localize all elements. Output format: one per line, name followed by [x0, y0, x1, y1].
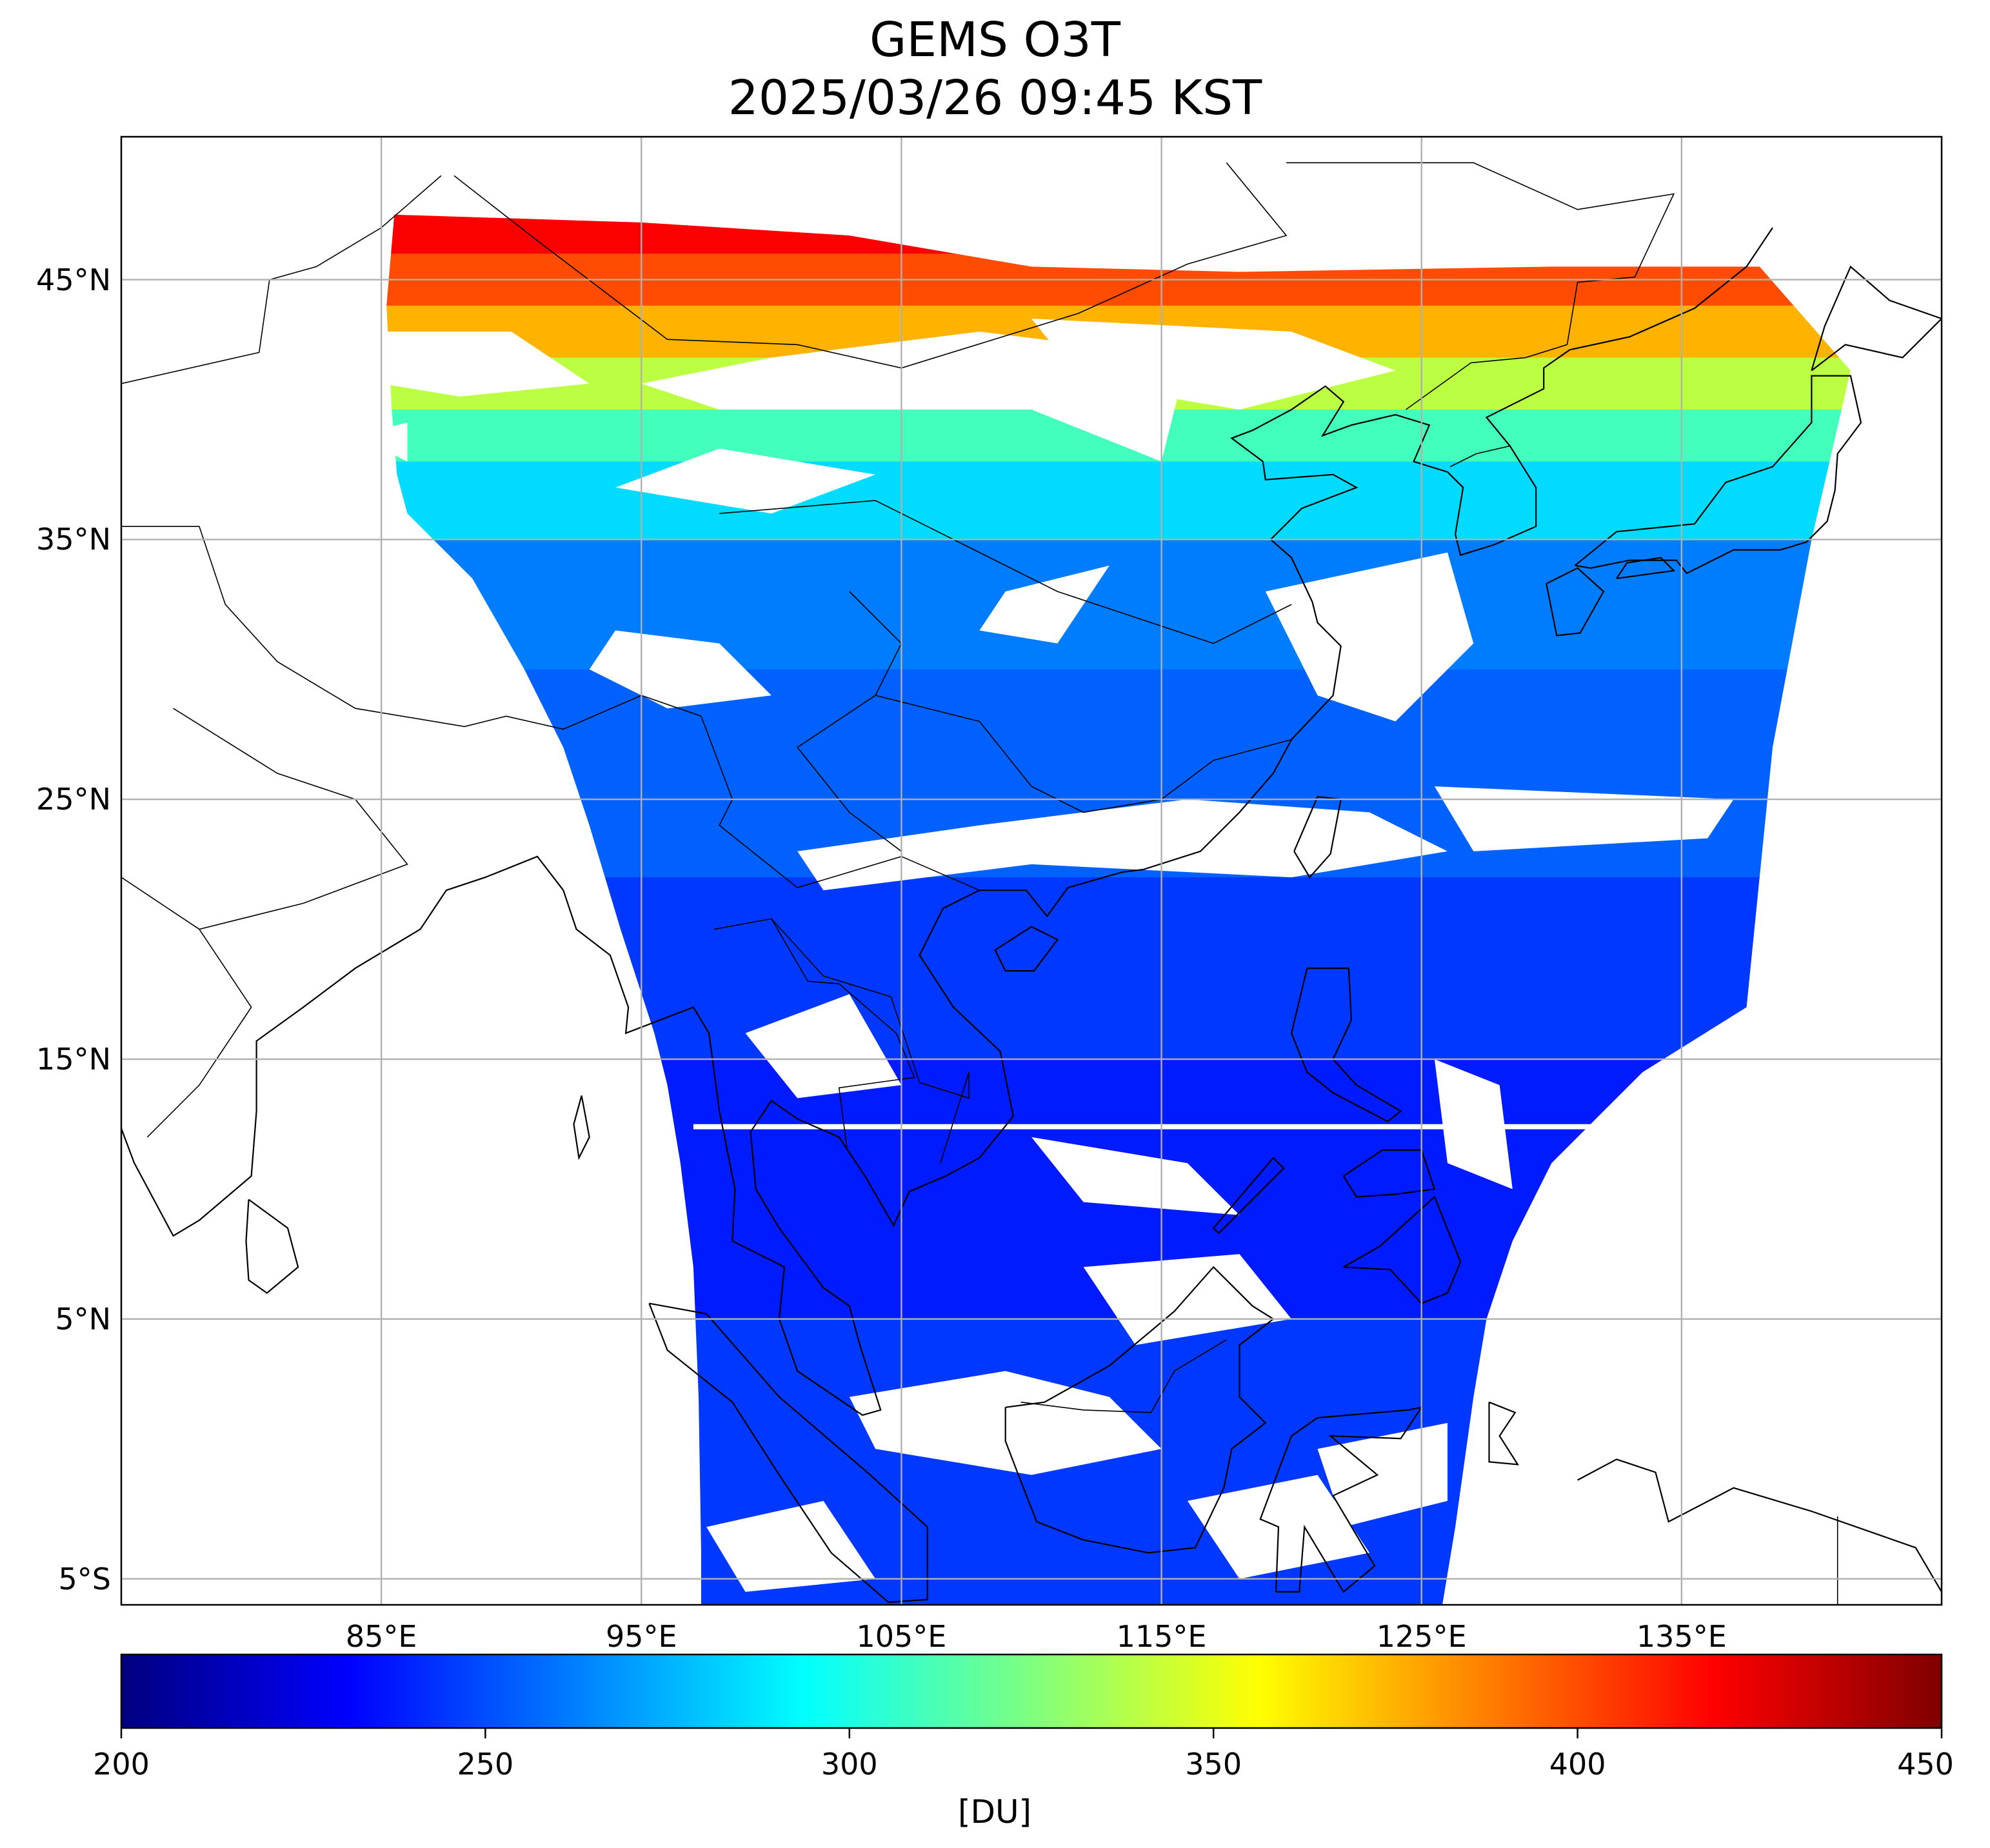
colorbar-tick-label: 250	[457, 1747, 514, 1782]
border-kazakh	[121, 175, 442, 384]
colorbar-ticks	[120, 1728, 1943, 1738]
lat-tick-label: 5°N	[55, 1301, 111, 1336]
cloud-gap	[706, 1500, 876, 1592]
cloud-gap	[641, 332, 1188, 462]
lat-tick-label: 5°S	[58, 1561, 111, 1596]
colorbar	[120, 1653, 1943, 1729]
border-russia-china	[1286, 162, 1675, 345]
map-timestamp: 2025/03/26 09:45 KST	[728, 70, 1262, 126]
lon-tick-label: 95°E	[605, 1619, 677, 1654]
border-borneo	[1020, 1339, 1227, 1413]
ozone-band	[386, 461, 1851, 541]
china-provinces	[719, 500, 1292, 644]
mindanao	[1343, 1195, 1462, 1305]
taiwan	[1293, 796, 1342, 879]
colorbar-unit-label: [DU]	[957, 1793, 1032, 1831]
colorbar-tick-label: 200	[93, 1747, 150, 1782]
visayas	[1342, 1149, 1436, 1198]
colorbar-tick-label: 300	[821, 1747, 878, 1782]
lat-tick-label: 25°N	[36, 782, 111, 817]
lon-tick-label: 115°E	[1116, 1619, 1207, 1654]
cloud-gap	[615, 448, 876, 514]
lon-tick-label: 135°E	[1636, 1619, 1727, 1654]
sulawesi	[1259, 1406, 1424, 1593]
cloud-gap	[797, 799, 1448, 891]
cloud-gap	[979, 565, 1109, 644]
halmahera	[1488, 1401, 1520, 1465]
lat-tick-label: 15°N	[36, 1042, 111, 1077]
colorbar-tick-label: 450	[1897, 1747, 1954, 1782]
honshu	[1574, 375, 1862, 575]
cloud-gap	[1317, 1423, 1448, 1527]
shikoku	[1616, 557, 1676, 579]
india-states-2	[146, 929, 252, 1138]
colorbar-tick-label: 350	[1185, 1747, 1242, 1782]
graticule	[121, 137, 1942, 1605]
border-thai	[714, 918, 915, 1148]
coastlines	[121, 162, 1942, 1605]
china-provinces-3	[797, 591, 902, 852]
sumatra	[648, 1302, 928, 1604]
cloud-gap	[1031, 319, 1396, 410]
palawan	[1212, 1157, 1285, 1234]
colorbar-tick-label: 400	[1549, 1747, 1606, 1782]
border-china-nk	[1406, 344, 1567, 410]
india-coast	[121, 855, 736, 1242]
cloud-gap	[745, 994, 902, 1098]
cloud-gap	[381, 332, 590, 397]
hainan	[994, 926, 1059, 972]
china-provinces-2	[875, 695, 1292, 813]
border-indochina	[771, 918, 970, 1164]
lon-tick-label: 125°E	[1376, 1619, 1467, 1654]
lon-tick-label: 85°E	[345, 1619, 417, 1654]
map-title: GEMS O3T	[870, 12, 1120, 68]
lat-tick-label: 45°N	[36, 262, 111, 297]
ozone-band	[386, 539, 1851, 670]
andaman	[573, 1095, 590, 1160]
borneo	[1004, 1266, 1275, 1554]
cloud-gap	[1031, 1137, 1240, 1215]
kyushu	[1546, 567, 1605, 637]
new-guinea	[1577, 1458, 1942, 1593]
border-himalaya	[121, 526, 980, 891]
cloud-gap	[1434, 786, 1734, 851]
indochina-coast	[731, 227, 1773, 1416]
cloud-gap	[1083, 1254, 1292, 1346]
hokkaido	[1811, 265, 1942, 372]
cloud-gap	[589, 630, 771, 709]
lat-tick-label: 35°N	[36, 522, 111, 557]
map-frame	[120, 135, 1943, 1606]
border-korea	[1449, 445, 1510, 468]
sri-lanka	[245, 1198, 299, 1294]
lon-tick-label: 105°E	[856, 1619, 947, 1654]
